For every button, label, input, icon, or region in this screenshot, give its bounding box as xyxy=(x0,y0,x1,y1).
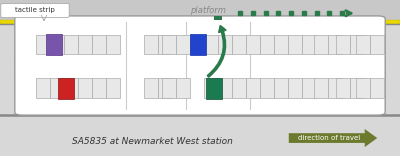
FancyBboxPatch shape xyxy=(356,35,370,54)
FancyBboxPatch shape xyxy=(58,78,74,99)
FancyBboxPatch shape xyxy=(302,35,316,54)
FancyBboxPatch shape xyxy=(314,78,328,98)
FancyBboxPatch shape xyxy=(288,35,302,54)
Text: direction of travel: direction of travel xyxy=(298,135,360,141)
FancyBboxPatch shape xyxy=(232,35,246,54)
FancyBboxPatch shape xyxy=(46,34,62,55)
FancyBboxPatch shape xyxy=(274,35,288,54)
FancyBboxPatch shape xyxy=(64,35,78,54)
FancyBboxPatch shape xyxy=(50,78,64,98)
Bar xyxy=(0,112,400,156)
Text: SA5835 at Newmarket West station: SA5835 at Newmarket West station xyxy=(72,137,232,146)
FancyBboxPatch shape xyxy=(370,78,384,98)
Ellipse shape xyxy=(377,56,386,69)
FancyBboxPatch shape xyxy=(350,78,364,98)
FancyBboxPatch shape xyxy=(36,35,50,54)
FancyBboxPatch shape xyxy=(260,35,274,54)
FancyBboxPatch shape xyxy=(176,78,190,98)
FancyBboxPatch shape xyxy=(232,78,246,98)
FancyArrowPatch shape xyxy=(289,129,377,147)
FancyBboxPatch shape xyxy=(64,78,78,98)
FancyBboxPatch shape xyxy=(78,78,92,98)
FancyBboxPatch shape xyxy=(92,35,106,54)
FancyBboxPatch shape xyxy=(106,78,120,98)
FancyBboxPatch shape xyxy=(302,78,316,98)
FancyBboxPatch shape xyxy=(50,35,64,54)
Text: tactile strip: tactile strip xyxy=(15,7,55,13)
FancyBboxPatch shape xyxy=(144,35,158,54)
Bar xyxy=(0,0,400,20)
FancyBboxPatch shape xyxy=(204,35,218,54)
FancyBboxPatch shape xyxy=(36,78,50,98)
FancyBboxPatch shape xyxy=(356,78,370,98)
FancyBboxPatch shape xyxy=(106,35,120,54)
Ellipse shape xyxy=(14,56,23,69)
FancyBboxPatch shape xyxy=(246,35,260,54)
Bar xyxy=(0,20,400,24)
FancyBboxPatch shape xyxy=(190,34,206,55)
FancyBboxPatch shape xyxy=(158,35,172,54)
FancyBboxPatch shape xyxy=(1,3,69,18)
FancyBboxPatch shape xyxy=(336,78,350,98)
FancyBboxPatch shape xyxy=(328,78,342,98)
FancyBboxPatch shape xyxy=(218,78,232,98)
FancyBboxPatch shape xyxy=(78,35,92,54)
FancyBboxPatch shape xyxy=(350,35,364,54)
FancyBboxPatch shape xyxy=(158,78,172,98)
FancyBboxPatch shape xyxy=(260,78,274,98)
FancyArrowPatch shape xyxy=(208,26,226,77)
FancyBboxPatch shape xyxy=(336,35,350,54)
FancyBboxPatch shape xyxy=(288,78,302,98)
FancyBboxPatch shape xyxy=(328,35,342,54)
FancyBboxPatch shape xyxy=(92,78,106,98)
FancyBboxPatch shape xyxy=(370,35,384,54)
FancyBboxPatch shape xyxy=(144,78,158,98)
FancyBboxPatch shape xyxy=(218,35,232,54)
FancyBboxPatch shape xyxy=(162,35,176,54)
Bar xyxy=(214,16,222,20)
Ellipse shape xyxy=(377,69,386,81)
FancyBboxPatch shape xyxy=(162,78,176,98)
Text: platform: platform xyxy=(190,6,226,15)
FancyBboxPatch shape xyxy=(15,16,385,115)
FancyBboxPatch shape xyxy=(314,35,328,54)
FancyBboxPatch shape xyxy=(274,78,288,98)
FancyBboxPatch shape xyxy=(246,78,260,98)
FancyBboxPatch shape xyxy=(204,78,218,98)
Ellipse shape xyxy=(14,69,23,81)
FancyBboxPatch shape xyxy=(206,78,222,99)
FancyBboxPatch shape xyxy=(176,35,190,54)
